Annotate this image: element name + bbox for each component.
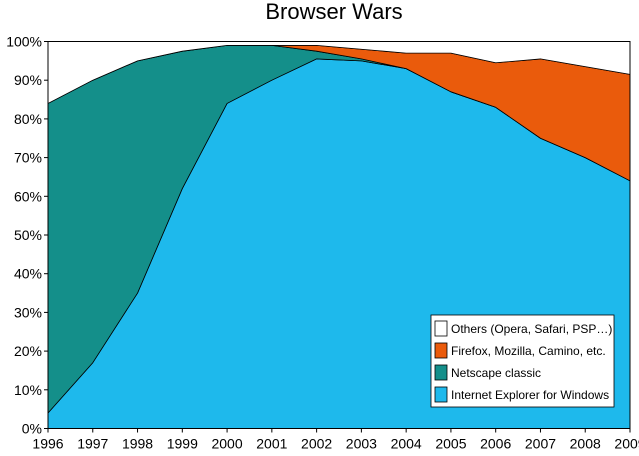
legend-label-internet-explorer-for-windows: Internet Explorer for Windows bbox=[451, 388, 609, 402]
x-tick-label: 2008 bbox=[570, 436, 601, 452]
x-tick-label: 2006 bbox=[480, 436, 511, 452]
x-tick-label: 2005 bbox=[435, 436, 466, 452]
x-tick-label: 1998 bbox=[122, 436, 153, 452]
y-tick-label: 10% bbox=[14, 382, 42, 398]
x-tick-label: 2009 bbox=[614, 436, 639, 452]
x-tick-label: 2001 bbox=[256, 436, 287, 452]
chart-title: Browser Wars bbox=[265, 0, 402, 24]
y-tick-label: 70% bbox=[14, 150, 42, 166]
x-tick-label: 2000 bbox=[211, 436, 242, 452]
legend-box bbox=[430, 314, 615, 408]
x-tick-label: 1996 bbox=[32, 436, 63, 452]
y-axis: 0% 10% 20% 30% 40% 50% 60% 70% 80% 90% 100% bbox=[6, 34, 48, 437]
y-tick-label: 90% bbox=[14, 72, 42, 88]
legend-swatch-others-opera-safari-psp bbox=[434, 320, 448, 337]
x-tick-label: 1997 bbox=[77, 436, 108, 452]
x-tick-label: 1999 bbox=[167, 436, 198, 452]
y-tick-label: 80% bbox=[14, 111, 42, 127]
x-axis: 1996 1997 1998 1999 2000 2001 2002 2003 2004 2005… bbox=[32, 428, 639, 452]
y-tick-label: 40% bbox=[14, 266, 42, 282]
x-tick-label: 2007 bbox=[525, 436, 556, 452]
legend-swatch-netscape-classic bbox=[434, 364, 448, 381]
x-tick-label: 2002 bbox=[301, 436, 332, 452]
y-tick-label: 50% bbox=[14, 227, 42, 243]
y-tick-label: 60% bbox=[14, 188, 42, 204]
legend-label-others-opera-safari-psp: Others (Opera, Safari, PSP…) bbox=[451, 322, 612, 336]
legend-swatch-internet-explorer-for-windows bbox=[434, 386, 448, 403]
legend-swatch-firefox-mozilla-camino-etc bbox=[434, 342, 448, 359]
x-tick-label: 2003 bbox=[346, 436, 377, 452]
y-tick-label: 30% bbox=[14, 304, 42, 320]
x-tick-label: 2004 bbox=[391, 436, 422, 452]
legend-label-firefox-mozilla-camino-etc: Firefox, Mozilla, Camino, etc. bbox=[451, 344, 606, 358]
y-tick-label: 100% bbox=[6, 34, 42, 50]
legend: Others (Opera, Safari, PSP…) Firefox, Moz… bbox=[430, 314, 615, 408]
legend-label-netscape-classic: Netscape classic bbox=[451, 366, 541, 380]
y-tick-label: 0% bbox=[22, 421, 42, 437]
y-tick-label: 20% bbox=[14, 343, 42, 359]
